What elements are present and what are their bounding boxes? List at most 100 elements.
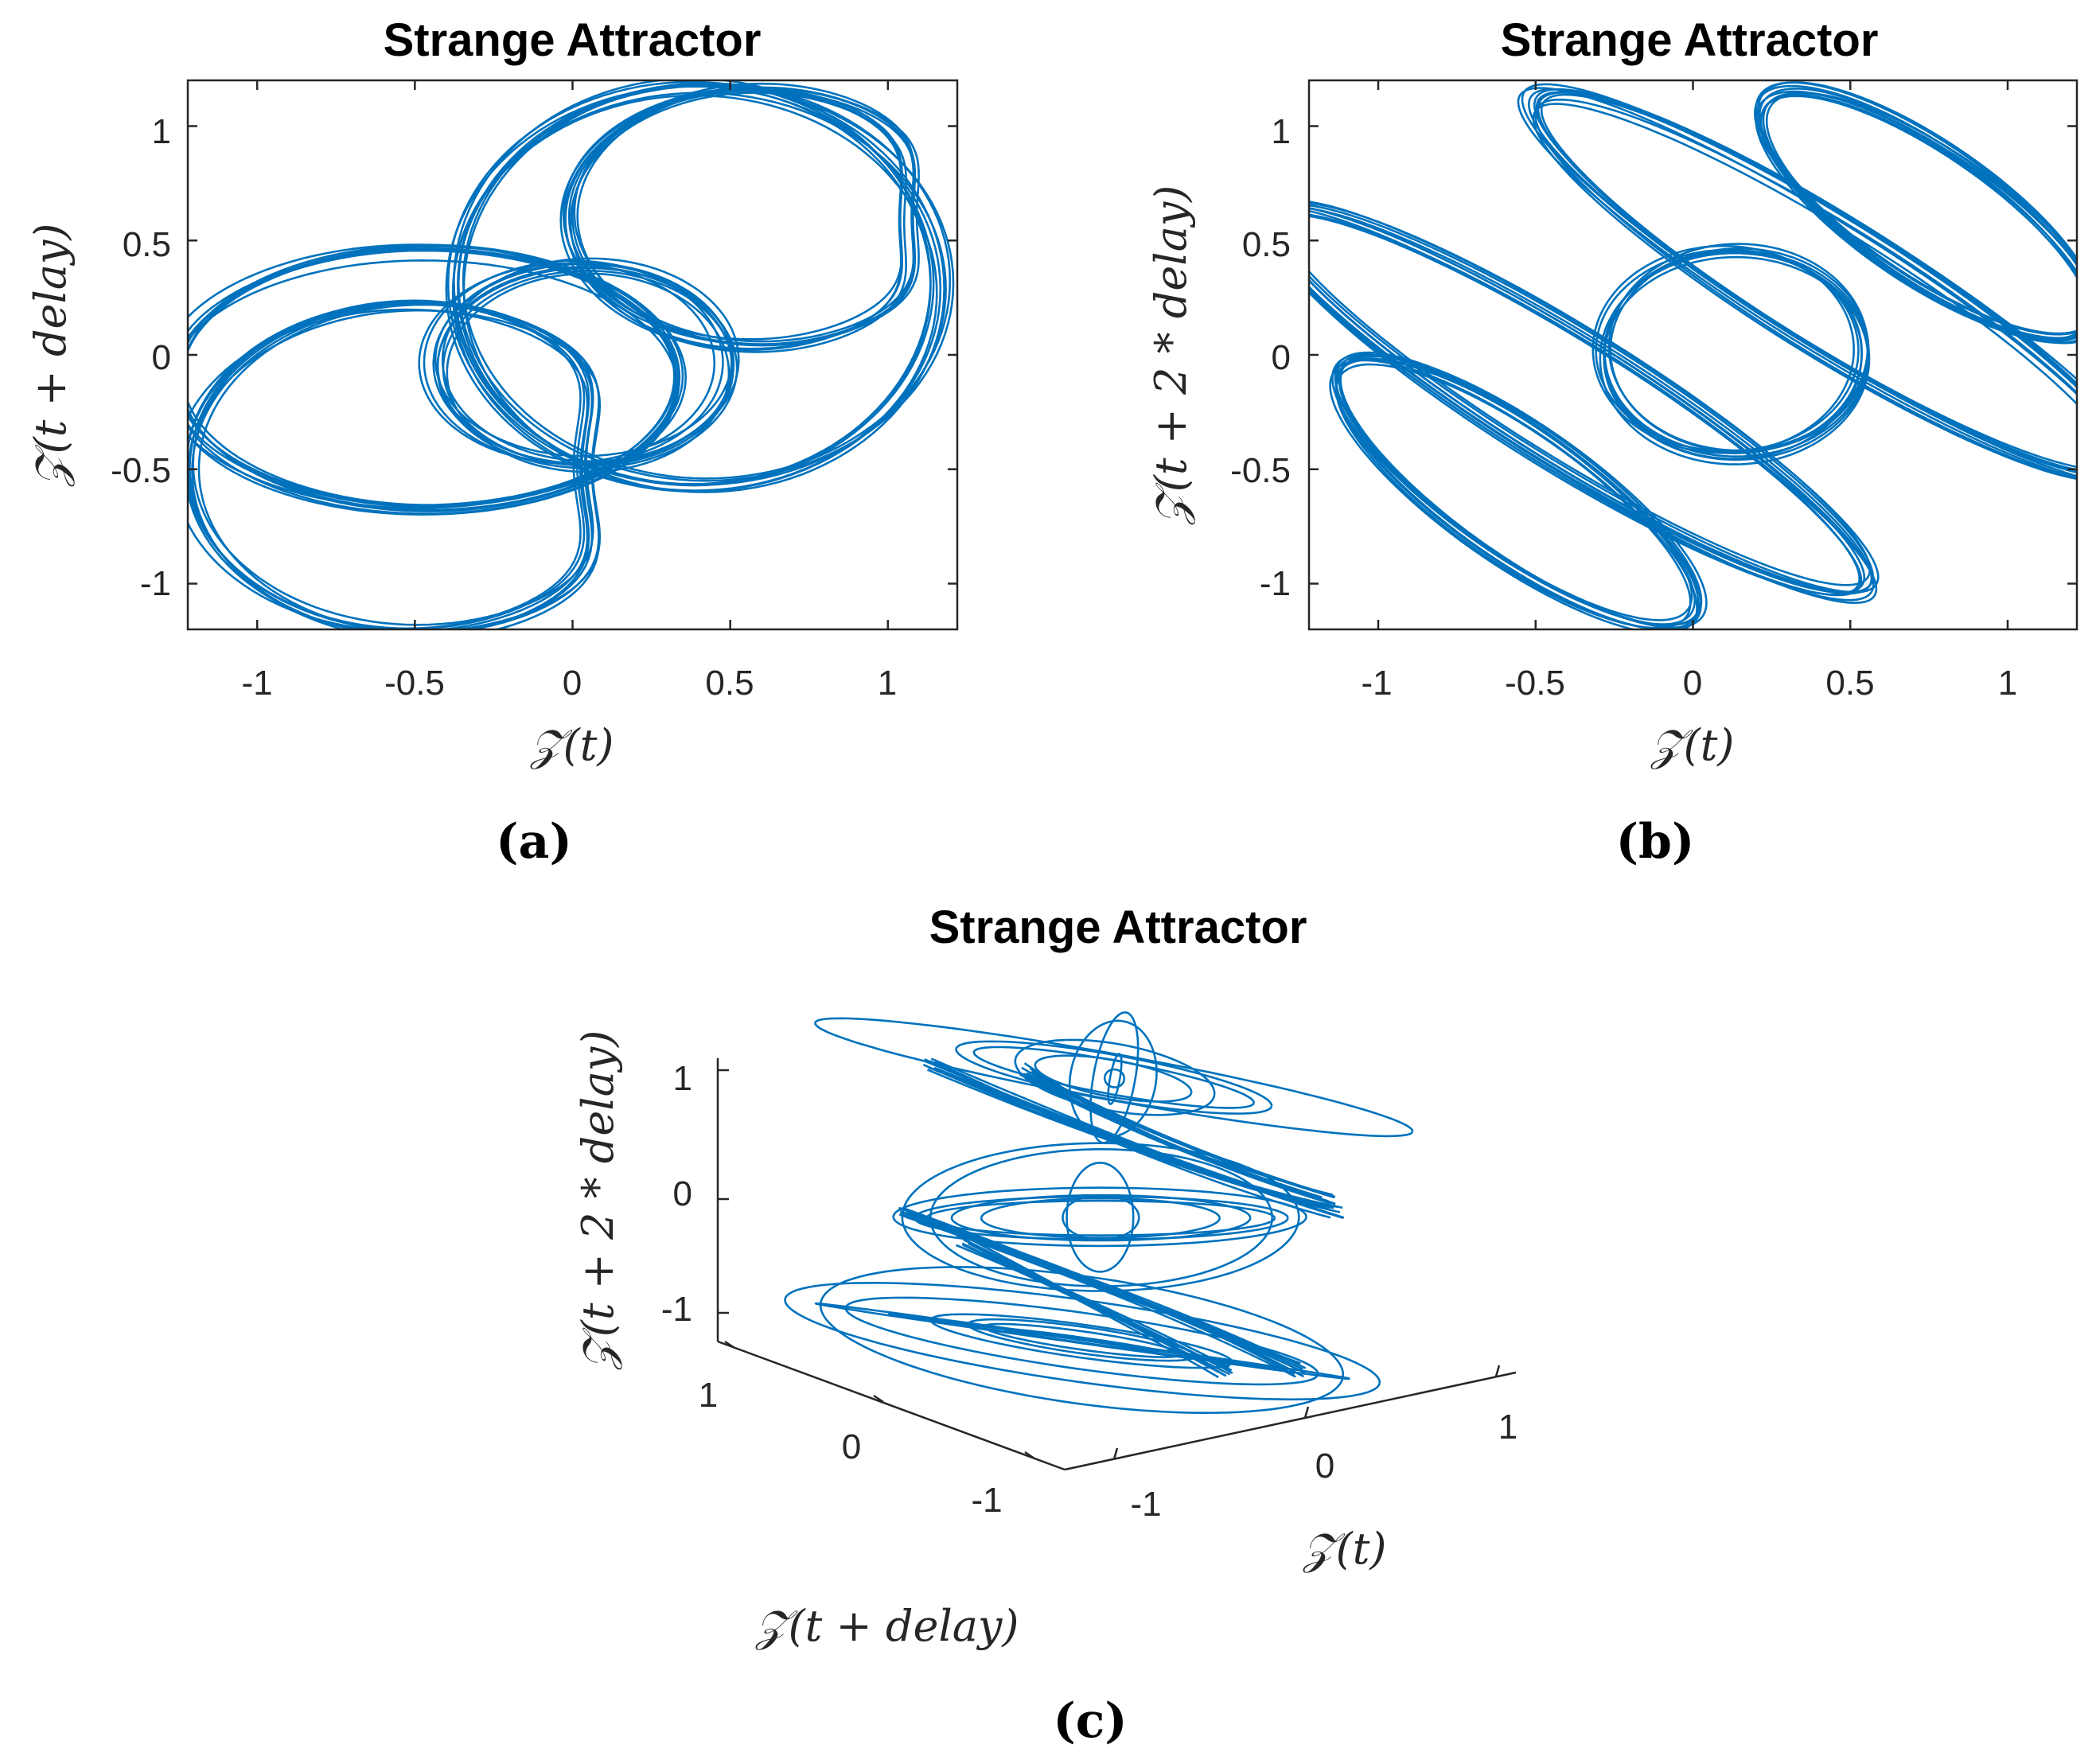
panel-a-xtick: 1: [878, 664, 897, 703]
panel-a: Strange Attractor -1 -0.5 0 0.5 1 1 0.5 …: [25, 14, 959, 870]
trajectory-line: [926, 1069, 1338, 1209]
panel-a-xtick: 0: [563, 664, 582, 703]
trajectory-line: [1309, 209, 1878, 604]
trajectory-line: [1595, 248, 1860, 453]
trajectory-line: [980, 1197, 1221, 1239]
trajectory-line: [1024, 1074, 1323, 1199]
trajectory-line: [950, 1194, 1252, 1242]
panel-c-ticks: [718, 1069, 1501, 1460]
panel-c-ztick: -1: [661, 1290, 692, 1329]
trajectory-line: [933, 1062, 1331, 1219]
panel-c-zlabel: 𝒵(t + 2 * delay): [573, 1030, 623, 1371]
panel-b-ytick: -1: [1260, 564, 1291, 603]
trajectory-line: [1540, 93, 2077, 477]
trajectory-line: [576, 86, 915, 346]
trajectory-line: [967, 1242, 1219, 1379]
trajectory-line: [1103, 1068, 1126, 1088]
panel-c-xtick: 1: [1498, 1408, 1517, 1447]
panel-a-xlabel: 𝒵(t): [530, 720, 614, 770]
trajectory-line: [1309, 213, 1860, 596]
trajectory-line: [1030, 1069, 1331, 1205]
panel-a-caption: (a): [496, 814, 572, 870]
panel-b-ytick: 1: [1272, 112, 1291, 151]
trajectory-line: [188, 301, 586, 629]
trajectory-line: [1334, 357, 1702, 629]
trajectory-line: [188, 308, 589, 629]
trajectory-line: [418, 263, 716, 464]
x-tick-mark: [1303, 1406, 1310, 1419]
panel-c-title: Strange Attractor: [929, 901, 1307, 953]
trajectory-line: [1034, 1054, 1193, 1103]
trajectory-line: [1537, 92, 2077, 471]
trajectory-line: [930, 1057, 1345, 1219]
panel-b-xtick: 1: [1998, 664, 2017, 703]
panel-a-xtick: 0.5: [705, 664, 754, 703]
panel-b-xlabel: 𝒵(t): [1650, 720, 1735, 770]
panel-b-xtick: -1: [1361, 664, 1392, 703]
trajectory-line: [1014, 1038, 1216, 1116]
panel-c-ztick: 1: [673, 1059, 692, 1098]
panel-b-caption: (b): [1616, 814, 1695, 870]
x-tick-mark: [1494, 1365, 1501, 1377]
panel-c-xtick: -1: [1130, 1485, 1161, 1524]
trajectory-line: [1534, 98, 2077, 480]
panel-c-ytick: 1: [699, 1376, 718, 1415]
panel-b-ytick: -0.5: [1230, 451, 1291, 490]
trajectory-line: [967, 1318, 1197, 1362]
trajectory-line: [892, 1186, 1307, 1248]
panel-a-ytick: -1: [140, 564, 171, 603]
panel-a-ticks: [188, 80, 957, 629]
x-tick-mark: [1112, 1447, 1119, 1460]
trajectory-line: [972, 1046, 1255, 1109]
panel-a-ytick: 1: [152, 112, 171, 151]
y-tick-mark: [724, 1340, 735, 1349]
trajectory-line: [1754, 84, 2077, 341]
trajectory-line: [1309, 204, 1874, 594]
trajectory-line: [1062, 1194, 1140, 1241]
trajectory-line: [1309, 207, 1873, 595]
trajectory-line: [436, 266, 733, 466]
panel-c-ytick: 0: [842, 1427, 861, 1466]
trajectory-line: [562, 87, 903, 341]
trajectory-line: [1309, 207, 1866, 594]
trajectory-line: [1609, 247, 1870, 454]
panel-c-ylabel: 𝒵(t + delay): [754, 1601, 1019, 1651]
trajectory-line: [1762, 92, 2077, 345]
trajectory-line: [1309, 215, 1863, 597]
trajectory-line: [1026, 1072, 1327, 1196]
panel-c-caption: (c): [1053, 1693, 1127, 1749]
panel-a-ytick: 0.5: [123, 225, 171, 264]
trajectory-line: [955, 1040, 1273, 1115]
trajectory-line: [1517, 87, 2077, 479]
panel-c-axes: [716, 1058, 1517, 1471]
panel-c-traces: [784, 1011, 1414, 1414]
trajectory-line: [188, 301, 582, 629]
trajectory-line: [898, 1206, 1300, 1366]
panel-c-y-axis-line: [717, 1340, 1066, 1471]
trajectory-line: [819, 1266, 1345, 1414]
panel-a-title: Strange Attractor: [384, 14, 762, 66]
trajectory-line: [1339, 353, 1708, 629]
trajectory-line: [1334, 351, 1703, 627]
panel-b-ticks: [1309, 80, 2077, 629]
trajectory-line: [1338, 355, 1702, 627]
trajectory-line: [434, 262, 733, 458]
panel-a-xtick: -0.5: [384, 664, 445, 703]
trajectory-line: [441, 257, 740, 462]
panel-b-ylabel: 𝒵(t + 2 * delay): [1146, 185, 1196, 526]
panel-b-xtick: -0.5: [1505, 664, 1565, 703]
panel-c-x-axis-line: [1064, 1371, 1517, 1471]
trajectory-line: [1528, 88, 2077, 474]
y-tick-mark: [1024, 1451, 1035, 1460]
panel-c-ztick: 0: [673, 1174, 692, 1213]
trajectory-line: [1309, 201, 1880, 594]
trajectory-line: [814, 1017, 1414, 1138]
panel-b-traces: [1309, 81, 2077, 629]
panel-b-ytick: 0.5: [1242, 225, 1291, 264]
panel-b-ytick: 0: [1272, 338, 1291, 377]
trajectory-line: [983, 1322, 1182, 1358]
trajectory-line: [901, 1142, 1300, 1292]
panel-b-title: Strange Attractor: [1501, 14, 1879, 66]
trajectory-line: [967, 1236, 1231, 1376]
